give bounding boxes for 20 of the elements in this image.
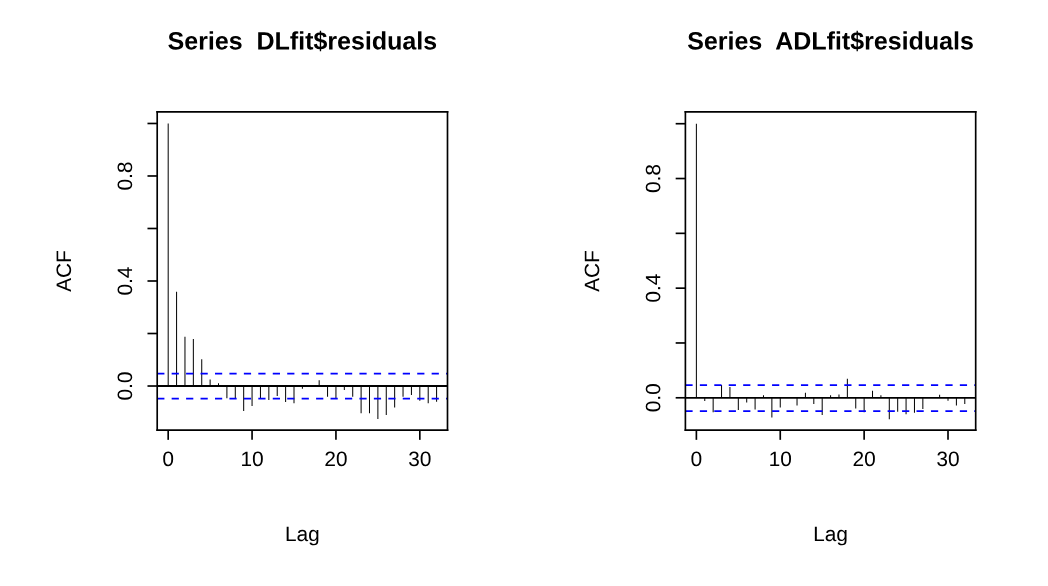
x-tick-label: 10 xyxy=(770,451,792,467)
y-tick-label: 0.4 xyxy=(645,274,661,302)
x-tick-label: 20 xyxy=(325,451,347,467)
y-tick-label: 0.8 xyxy=(117,162,133,190)
x-tick-label: 0 xyxy=(691,451,702,467)
x-tick-label: 30 xyxy=(409,451,431,467)
y-axis-title: ACF xyxy=(584,251,600,292)
x-axis-title: Lag xyxy=(286,526,319,546)
x-tick-label: 10 xyxy=(242,451,263,467)
y-tick-label: 0.0 xyxy=(645,384,661,412)
chart-title: Series ADLfit$residuals xyxy=(687,30,973,52)
y-tick-label: 0.0 xyxy=(117,372,133,400)
x-tick-label: 20 xyxy=(853,451,875,467)
y-tick-label: 0.4 xyxy=(117,267,133,295)
x-axis-title: Lag xyxy=(814,526,847,546)
y-tick-label: 0.8 xyxy=(645,164,661,193)
chart-title: Series DLfit$residuals xyxy=(168,30,437,52)
x-tick-label: 0 xyxy=(163,451,174,467)
y-axis-title: ACF xyxy=(56,251,72,292)
x-tick-label: 30 xyxy=(937,451,959,467)
